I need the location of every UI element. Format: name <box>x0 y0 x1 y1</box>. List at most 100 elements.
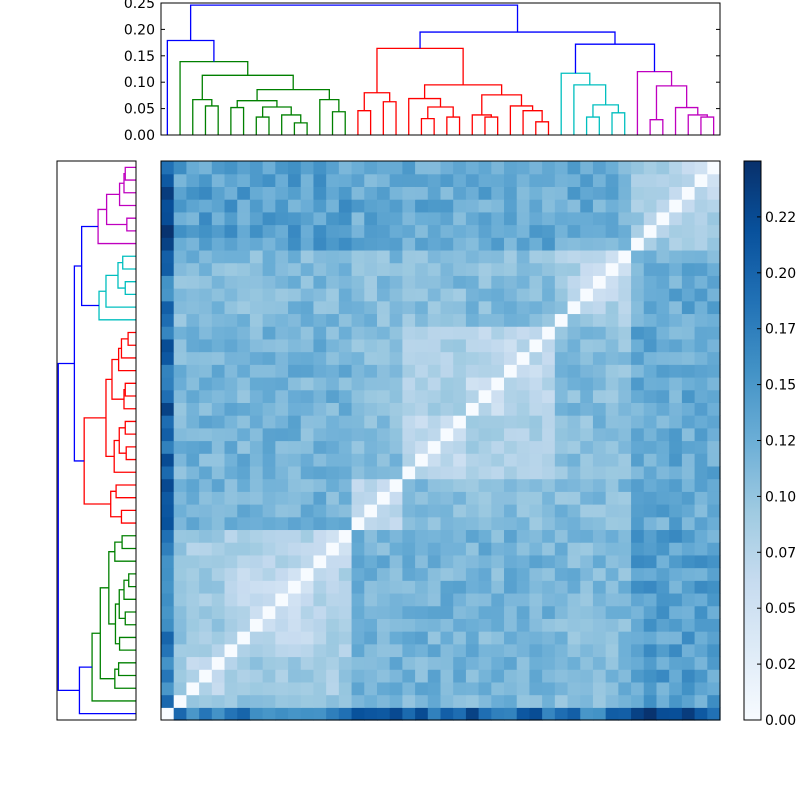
heatmap-cell <box>402 567 416 581</box>
heatmap-cell <box>529 249 543 264</box>
heatmap-cell <box>656 326 670 340</box>
heatmap-cell <box>516 427 531 442</box>
heatmap-cell <box>338 681 353 696</box>
heatmap-cell <box>389 707 403 721</box>
heatmap-cell <box>351 567 365 581</box>
heatmap-cell <box>364 199 378 213</box>
heatmap-cell <box>376 554 391 569</box>
heatmap-cell <box>199 440 213 454</box>
heatmap-cell <box>326 453 340 467</box>
heatmap-cell <box>694 669 708 683</box>
heatmap-cell <box>618 491 632 505</box>
heatmap-cell <box>491 554 505 569</box>
heatmap-cell <box>465 453 480 467</box>
heatmap-cell <box>364 427 378 442</box>
heatmap-cell <box>643 465 658 480</box>
heatmap-cell <box>300 338 315 353</box>
heatmap-cell <box>351 313 365 327</box>
heatmap-cell <box>199 300 213 315</box>
heatmap-cell <box>504 618 518 632</box>
heatmap-cell <box>491 631 505 645</box>
heatmap-cell <box>580 211 594 226</box>
heatmap-cell <box>618 237 632 251</box>
heatmap-cell <box>656 453 670 467</box>
heatmap-cell <box>199 592 213 607</box>
heatmap-cell <box>465 656 480 670</box>
heatmap-cell <box>669 300 683 315</box>
heatmap-cell <box>504 351 518 365</box>
heatmap-cell <box>262 211 276 226</box>
heatmap-cell <box>656 592 670 607</box>
heatmap-cell <box>631 300 645 315</box>
heatmap-cell <box>453 389 467 403</box>
heatmap-cell <box>504 567 518 581</box>
heatmap-cell <box>516 249 531 264</box>
heatmap-cell <box>300 694 315 708</box>
heatmap-cell <box>656 415 670 429</box>
heatmap-cell <box>161 249 175 264</box>
heatmap-cell <box>491 364 505 378</box>
heatmap-cell <box>427 326 442 340</box>
heatmap-cell <box>364 580 378 594</box>
heatmap-cell <box>694 338 708 353</box>
heatmap-cell <box>453 427 467 442</box>
heatmap-cell <box>300 364 315 378</box>
heatmap-cell <box>554 516 569 531</box>
heatmap-cell <box>669 173 683 187</box>
heatmap-cell <box>491 237 505 251</box>
heatmap-cell <box>224 580 238 594</box>
heatmap-cell <box>631 376 645 391</box>
heatmap-cell <box>300 351 315 365</box>
heatmap-cell <box>186 161 200 175</box>
heatmap-cell <box>186 529 200 543</box>
heatmap-cell <box>554 643 569 658</box>
heatmap-cell <box>643 402 658 416</box>
heatmap-cell <box>707 592 721 607</box>
heatmap-cell <box>389 326 403 340</box>
heatmap-cell <box>554 605 569 619</box>
heatmap-cell <box>376 224 391 238</box>
heatmap-cell <box>237 338 251 353</box>
heatmap-cell <box>288 262 302 276</box>
heatmap-cell <box>707 300 721 315</box>
heatmap-cell <box>275 415 289 429</box>
heatmap-cell <box>580 669 594 683</box>
heatmap-cell <box>516 199 531 213</box>
heatmap-cell <box>249 389 264 403</box>
heatmap-cell <box>338 224 353 238</box>
heatmap-cell <box>173 262 187 276</box>
heatmap-cell <box>554 669 569 683</box>
heatmap-cell <box>300 224 315 238</box>
heatmap-cell <box>681 199 696 213</box>
heatmap-cell <box>313 580 327 594</box>
heatmap-cell <box>465 173 480 187</box>
heatmap-cell <box>199 211 213 226</box>
heatmap-cell <box>643 580 658 594</box>
heatmap-cell <box>694 707 708 721</box>
heatmap-cell <box>199 364 213 378</box>
heatmap-cell <box>237 364 251 378</box>
heatmap-cell <box>275 567 289 581</box>
heatmap-cell <box>427 478 442 492</box>
heatmap-cell <box>440 491 454 505</box>
heatmap-cell <box>211 554 226 569</box>
heatmap-cell <box>300 440 315 454</box>
heatmap-cell <box>504 504 518 518</box>
heatmap-cell <box>618 173 632 187</box>
heatmap-cell <box>326 211 340 226</box>
dendrogram-link <box>420 117 435 135</box>
heatmap-cell <box>300 592 315 607</box>
heatmap-cell <box>580 465 594 480</box>
heatmap-cell <box>351 554 365 569</box>
heatmap-cell <box>605 275 619 289</box>
heatmap-cell <box>478 364 492 378</box>
heatmap-cell <box>224 478 238 492</box>
heatmap-cell <box>567 529 581 543</box>
heatmap-cell <box>173 542 187 556</box>
heatmap-cell <box>605 376 619 391</box>
heatmap-cell <box>313 211 327 226</box>
heatmap-cell <box>478 516 492 531</box>
heatmap-cell <box>300 554 315 569</box>
heatmap-cell <box>262 643 276 658</box>
